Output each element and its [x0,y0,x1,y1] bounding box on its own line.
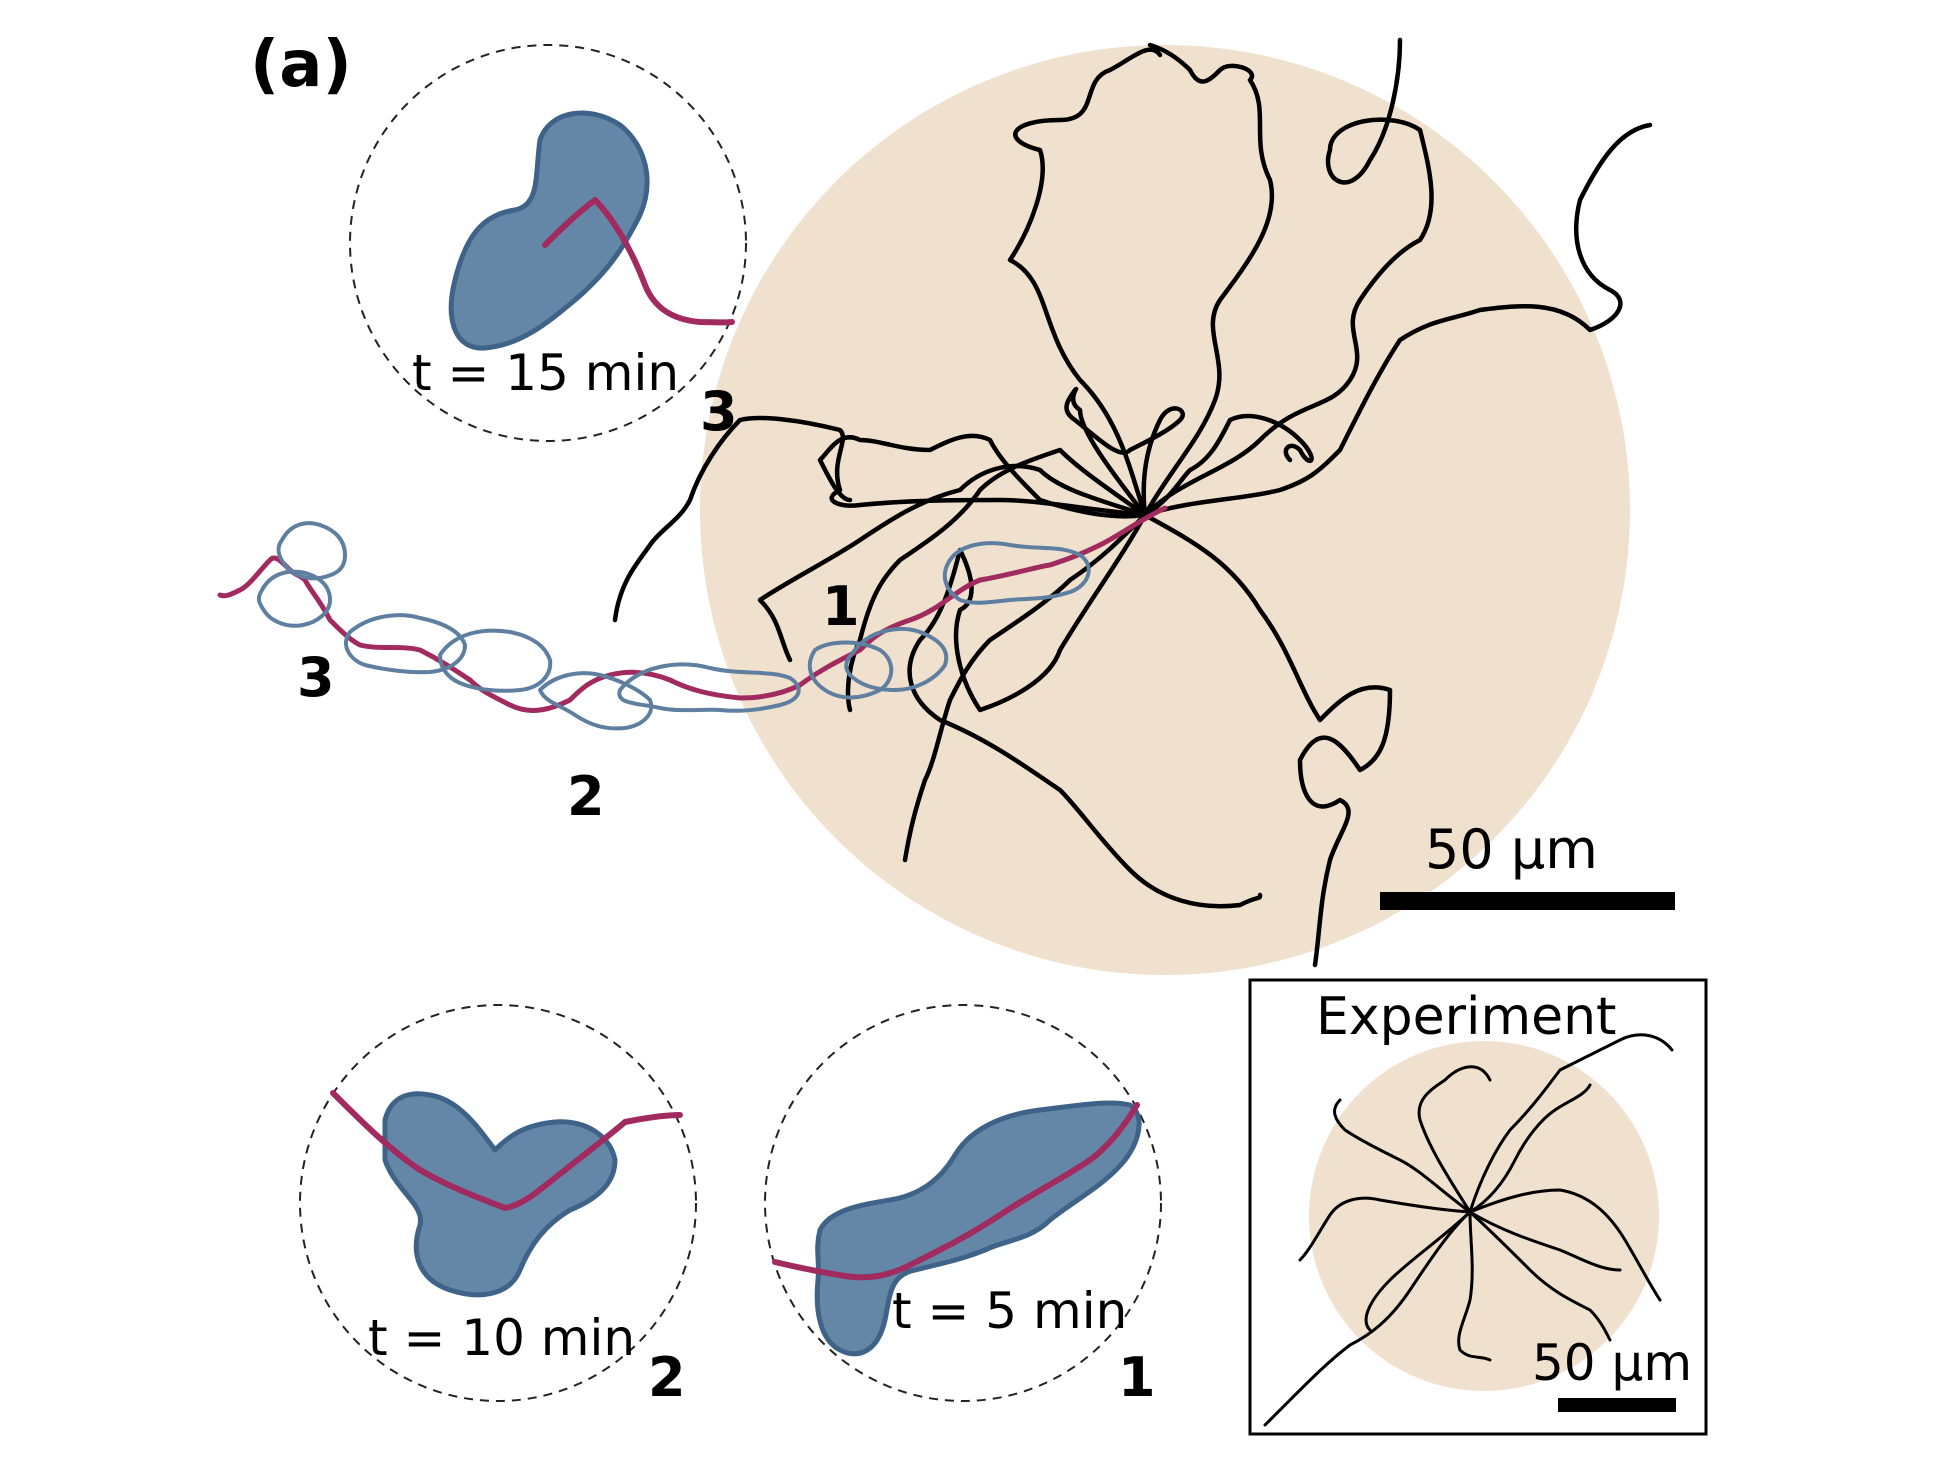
experiment-track-2 [1468,1033,1674,1214]
experiment-inset: Experiment 50 µm [1248,978,1708,1436]
track-13 [902,512,1148,863]
experiment-inset-title: Experiment [1316,987,1616,1047]
experiment-track-11 [1468,1210,1622,1272]
snapshot-2-boundary [299,1004,697,1402]
experiment-track-4 [1468,1210,1612,1342]
path-marker-2: 2 [567,765,605,828]
snapshot-2: t = 10 min 2 [299,1004,697,1409]
snapshot-1-time: t = 5 min [892,1282,1127,1340]
snapshot-3-path [542,197,735,326]
experiment-track-8 [1333,1098,1472,1214]
path-marker-1: 1 [822,575,860,638]
snapshot-3-boundary [349,44,747,442]
main-tracks [612,37,1653,968]
snapshot-2-id: 2 [648,1346,686,1409]
track-7 [845,447,1148,713]
track-2 [1142,42,1275,518]
experiment-track-3 [1468,1188,1662,1302]
experiment-tracks [1263,1033,1674,1427]
cell-outline-7 [344,613,467,675]
snapshot-3: t = 15 min 3 [349,44,747,443]
main-scale-label: 50 µm [1425,818,1598,881]
cell-outlines [256,521,1091,731]
track-1 [1007,47,1163,518]
track-8 [757,463,1148,663]
experiment-scale-bar [1558,1398,1676,1412]
path-marker-3: 3 [297,646,335,709]
cell-outline-3 [807,640,894,700]
cell-outline-6 [438,628,553,693]
main-scale-bar [1380,892,1675,910]
cell-outline-2 [844,627,949,692]
snapshot-3-id: 3 [700,380,738,443]
snapshot-1-id: 1 [1118,1346,1156,1409]
experiment-track-9 [1468,1083,1592,1214]
snapshot-1: t = 5 min 1 [764,1004,1162,1409]
experiment-region-disc [1309,1041,1659,1391]
track-3 [1142,37,1434,518]
snapshot-2-time: t = 10 min [368,1309,635,1367]
track-10 [612,415,1148,623]
cell-outline-4 [617,662,801,713]
experiment-track-10 [1364,1210,1472,1332]
track-5 [1142,512,1393,968]
cell-outline-9 [256,569,332,628]
snapshot-1-path [772,1102,1140,1281]
snapshot-1-boundary [764,1004,1162,1402]
snapshot-3-time: t = 15 min [412,344,679,402]
cell-outline-5 [538,671,654,731]
panel-label: (a) [250,28,352,102]
experiment-track-1 [1417,1065,1492,1214]
track-6 [907,512,1263,909]
cell-outline-1 [942,541,1091,605]
track-12 [1142,413,1314,518]
experiment-track-6 [1263,1210,1472,1427]
snapshot-3-cell [448,110,650,351]
experiment-track-5 [1457,1210,1492,1362]
snapshot-2-cell [382,1091,618,1298]
experiment-track-7 [1298,1196,1472,1262]
experiment-scale-label: 50 µm [1532,1334,1692,1392]
track-4 [1142,122,1653,518]
cell-outline-8 [276,521,347,581]
snapshot-2-path [330,1090,683,1211]
track-11 [1064,386,1185,518]
